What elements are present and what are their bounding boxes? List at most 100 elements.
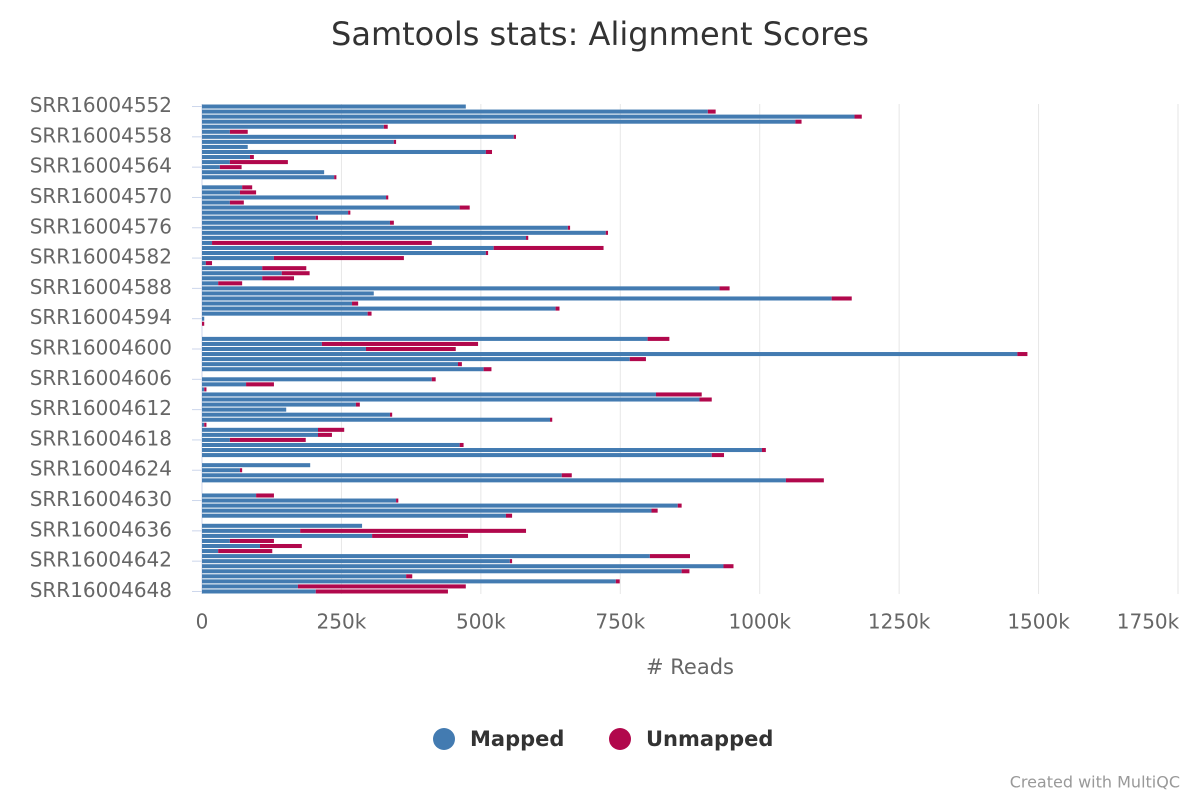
bar-segment (202, 478, 786, 483)
y-tick-label: SRR16004558 (30, 123, 172, 147)
bar-segment (505, 513, 513, 518)
bar-segment (202, 301, 353, 306)
bar-segment (202, 139, 394, 144)
legend-label: Mapped (470, 727, 564, 751)
bar-segment (509, 559, 513, 564)
bar-segment (202, 352, 1018, 357)
bar-segment (202, 170, 325, 175)
bar-segment (202, 377, 432, 382)
x-tick-label: 1500k (1007, 610, 1070, 634)
legend-marker (433, 728, 455, 750)
bar-segment (202, 528, 301, 533)
bar-segment (202, 215, 316, 220)
y-tick-label: SRR16004570 (30, 184, 172, 208)
bar-segment (202, 589, 316, 594)
bar-segment (795, 119, 802, 124)
bar-segment (315, 589, 448, 594)
bar-segment (229, 160, 288, 165)
bar-segment (389, 220, 394, 225)
bar-segment (202, 341, 322, 346)
bar-segment (202, 468, 240, 473)
bar-segment (202, 235, 527, 240)
bar-segment (647, 336, 670, 341)
bar-segment (567, 225, 571, 230)
bar-segment (229, 200, 244, 205)
x-tick-label: 1750k (1117, 610, 1180, 634)
bar-segment (707, 109, 716, 114)
bar-segment (318, 427, 345, 432)
legend-marker (609, 728, 631, 750)
bar-segment (396, 498, 399, 503)
bar-segment (202, 417, 551, 422)
bar-segment (260, 543, 302, 549)
bar-segment (406, 574, 413, 579)
bar-segment (202, 559, 510, 564)
bar-segment (202, 549, 219, 554)
bar-segment (202, 286, 720, 291)
bar-segment (393, 139, 397, 144)
y-tick-label: SRR16004594 (30, 305, 172, 329)
bar-segment (202, 448, 762, 453)
bar-segment (202, 538, 230, 543)
bar-segment (318, 432, 332, 437)
bar-segment (202, 382, 247, 387)
bar-segment (202, 124, 384, 129)
bar-segment (202, 119, 796, 124)
y-tick-label: SRR16004576 (30, 214, 172, 238)
x-tick-label: 500k (456, 610, 506, 634)
bar-segment (681, 569, 690, 574)
bar-segment (202, 160, 230, 165)
bar-segment (202, 251, 486, 256)
bar-segment (202, 336, 648, 341)
x-tick-label: 1250k (868, 610, 931, 634)
chart-title: Samtools stats: Alignment Scores (331, 15, 869, 53)
bar-segment (321, 341, 479, 346)
bar-segment (256, 493, 274, 498)
bar-segment (202, 407, 287, 412)
bar-segment (229, 538, 274, 543)
y-tick-label: SRR16004642 (30, 548, 172, 572)
bar-segment (202, 397, 700, 402)
x-tick-label: 250k (317, 610, 367, 634)
bar-segment (202, 225, 568, 230)
bar-segment (202, 291, 374, 296)
bar-segment (219, 165, 242, 170)
bar-segment (383, 124, 388, 129)
bar-segment (202, 533, 373, 538)
bar-segment (202, 387, 205, 392)
y-tick-label: SRR16004618 (30, 426, 172, 450)
bar-segment (615, 579, 620, 584)
y-tick-label: SRR16004648 (30, 578, 172, 602)
bar-segment (561, 473, 572, 478)
bar-segment (202, 463, 311, 468)
y-tick-label: SRR16004588 (30, 275, 172, 299)
bar-segment (202, 210, 349, 215)
bar-segment (431, 377, 436, 382)
bar-segment (1017, 352, 1028, 357)
bar-segment (555, 306, 560, 311)
bar-segment (204, 387, 207, 392)
legend-label: Unmapped (646, 727, 773, 751)
bar-segment (202, 513, 506, 518)
bar-segment (202, 422, 205, 427)
y-tick-label: SRR16004564 (30, 154, 172, 178)
bar-segment (854, 114, 862, 119)
bar-segment (212, 240, 432, 245)
bar-segment (229, 129, 248, 134)
bar-segment (365, 346, 456, 352)
bar-segment (761, 448, 766, 453)
x-tick-label: 750k (595, 610, 645, 634)
bar-segment (785, 478, 824, 483)
bar-segment (202, 256, 274, 261)
bar-segment (483, 367, 492, 372)
bar-segment (202, 412, 390, 417)
bar-segment (202, 129, 230, 134)
bar-segment (459, 205, 470, 210)
bar-segment (242, 185, 253, 190)
bar-segment (202, 579, 616, 584)
bar-segment (202, 508, 652, 513)
x-tick-label: 1000k (728, 610, 791, 634)
bar-segment (348, 210, 351, 215)
y-tick-label: SRR16004606 (30, 366, 172, 390)
bar-segment (204, 422, 207, 427)
